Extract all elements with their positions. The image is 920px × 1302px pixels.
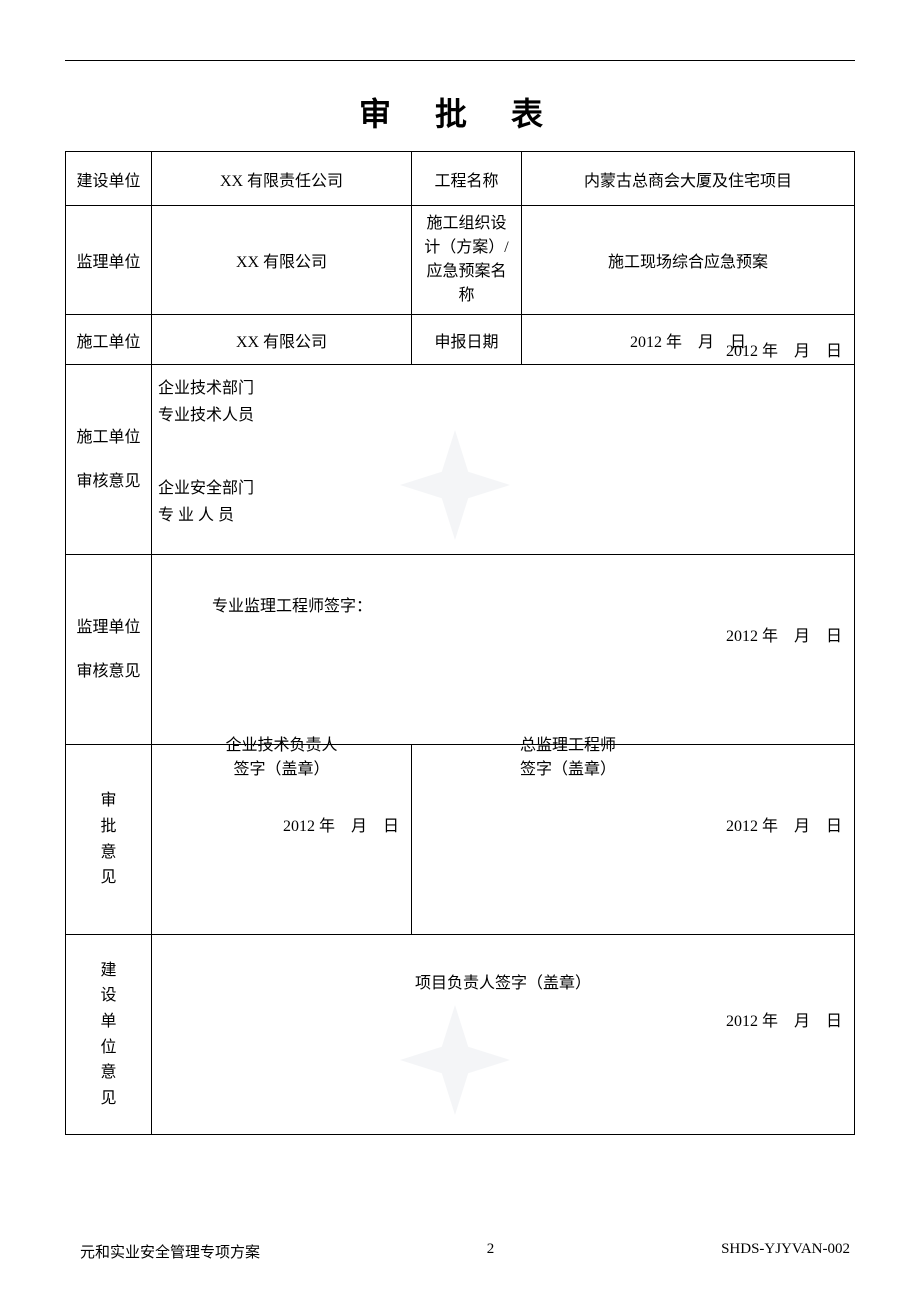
sg-safety-block: 企业安全部门 专 业 人 员 <box>158 475 254 529</box>
js-char-1: 建 <box>74 958 143 984</box>
label-js-opinion: 建 设 单 位 意 见 <box>66 935 152 1135</box>
label-sg-opinion-b: 审核意见 <box>74 469 143 495</box>
footer-right: SHDS-YJYVAN-002 <box>721 1241 850 1262</box>
label-jl-opinion-a: 监理单位 <box>74 615 143 641</box>
sp-right-date: 2012 年 月 日 <box>726 812 842 836</box>
jl-date: 2012 年 月 日 <box>726 622 842 646</box>
jl-sig-label: 专业监理工程师签字： <box>212 592 372 616</box>
sp-char-1: 审 <box>74 788 143 814</box>
value-supervise-unit: XX 有限公司 <box>152 206 412 315</box>
sp-right-b: 签字（盖章） <box>282 758 854 782</box>
value-build-unit: XX 有限责任公司 <box>152 152 412 206</box>
sp-right-sig: 总监理工程师 签字（盖章） <box>282 734 854 782</box>
label-sg-opinion-a: 施工单位 <box>74 425 143 451</box>
approval-table: 建设单位 XX 有限责任公司 工程名称 内蒙古总商会大厦及住宅项目 监理单位 X… <box>65 151 855 1135</box>
label-project-name: 工程名称 <box>412 152 522 206</box>
sg-safe-a: 企业安全部门 <box>158 475 254 502</box>
label-supervise-unit: 监理单位 <box>66 206 152 315</box>
cell-jl-opinion: 专业监理工程师签字： 2012 年 月 日 <box>152 555 855 745</box>
page-title: 审 批 表 <box>65 89 855 135</box>
label-plan-name: 施工组织设计（方案）/应急预案名称 <box>412 206 522 315</box>
sg-safe-b: 专 业 人 员 <box>158 502 254 529</box>
cell-sp-right: 总监理工程师 签字（盖章） 2012 年 月 日 <box>412 745 855 935</box>
footer-center: 2 <box>487 1241 495 1262</box>
sg-date: 2012 年 月 日 <box>726 337 842 361</box>
label-construct-unit: 施工单位 <box>66 315 152 365</box>
cell-js-opinion: 项目负责人签字（盖章） 2012 年 月 日 <box>152 935 855 1135</box>
sp-char-3: 意 <box>74 840 143 866</box>
js-char-4: 位 <box>74 1035 143 1061</box>
sp-right-a: 总监理工程师 <box>282 734 854 758</box>
js-char-3: 单 <box>74 1009 143 1035</box>
label-report-date: 申报日期 <box>412 315 522 365</box>
js-char-2: 设 <box>74 983 143 1009</box>
label-jl-opinion-b: 审核意见 <box>74 659 143 685</box>
label-build-unit: 建设单位 <box>66 152 152 206</box>
label-sg-opinion: 施工单位 审核意见 <box>66 365 152 555</box>
js-char-5: 意 <box>74 1060 143 1086</box>
footer-left: 元和实业安全管理专项方案 <box>80 1241 260 1262</box>
value-plan-name: 施工现场综合应急预案 <box>522 206 855 315</box>
sg-tech-a: 企业技术部门 <box>158 375 254 402</box>
cell-sg-opinion: 企业技术部门 专业技术人员 企业安全部门 专 业 人 员 2012 年 月 日 <box>152 365 855 555</box>
value-project-name: 内蒙古总商会大厦及住宅项目 <box>522 152 855 206</box>
value-construct-unit: XX 有限公司 <box>152 315 412 365</box>
js-char-6: 见 <box>74 1086 143 1112</box>
top-rule <box>65 60 855 61</box>
sg-tech-block: 企业技术部门 专业技术人员 <box>158 375 254 429</box>
label-sp-opinion: 审 批 意 见 <box>66 745 152 935</box>
sp-char-2: 批 <box>74 814 143 840</box>
sg-tech-b: 专业技术人员 <box>158 402 254 429</box>
js-date: 2012 年 月 日 <box>726 1007 842 1031</box>
sp-char-4: 见 <box>74 865 143 891</box>
js-sig-label: 项目负责人签字（盖章） <box>152 969 854 993</box>
sp-left-date: 2012 年 月 日 <box>283 812 399 836</box>
page-footer: 元和实业安全管理专项方案 2 SHDS-YJYVAN-002 <box>80 1241 850 1262</box>
label-jl-opinion: 监理单位 审核意见 <box>66 555 152 745</box>
